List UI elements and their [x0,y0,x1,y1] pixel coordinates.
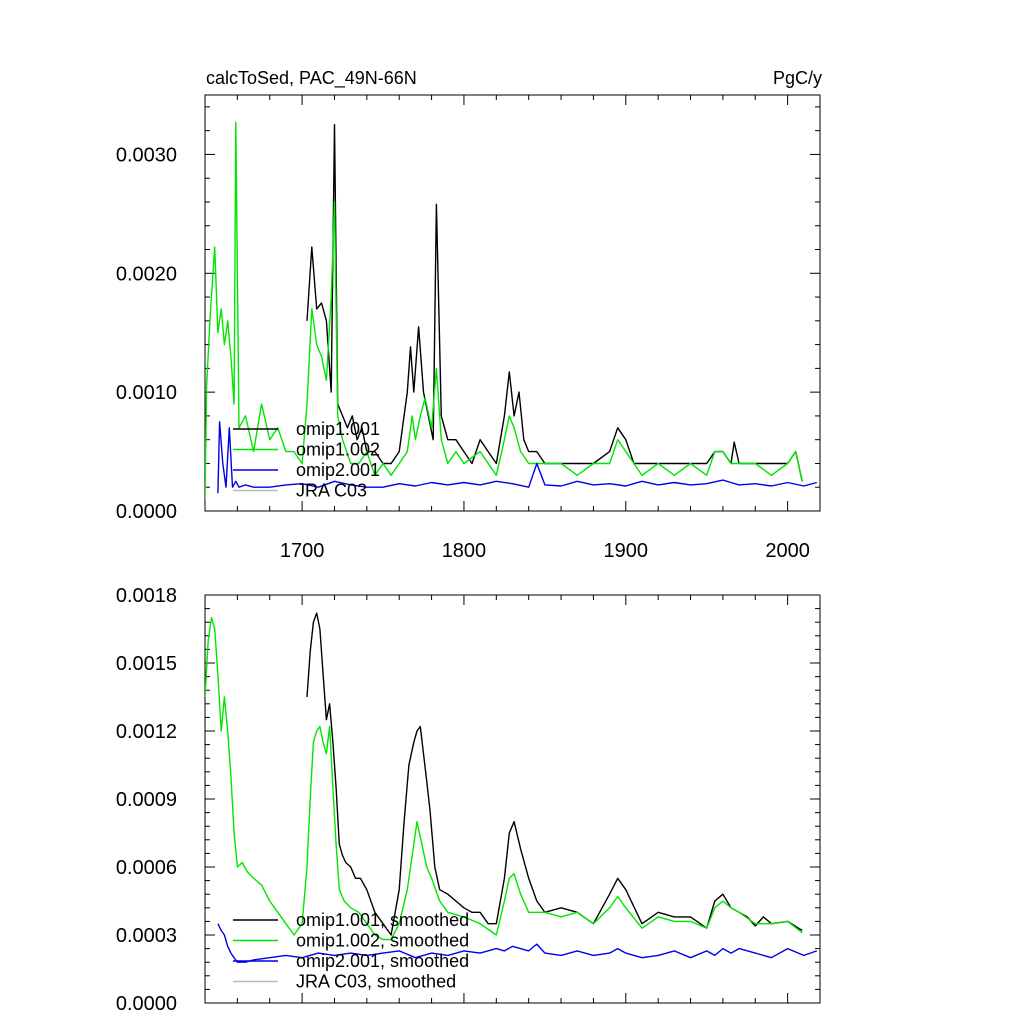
y-tick-label: 0.0000 [116,993,177,1015]
series-line-0 [306,612,803,936]
x-tick-label: 2000 [765,540,810,562]
y-tick-label: 0.0030 [116,144,177,166]
series-line-2 [217,421,817,494]
bottom-panel: 0.0000 0.0003 0.0006 0.0009 0.0012 0.0015 0.00… [116,585,821,1015]
plot-frame [204,94,821,512]
series-line-2 [217,923,818,963]
y-tick-label: 0.0006 [116,857,177,879]
legend-label: JRA C03, smoothed [296,972,456,992]
legend-label: omip2.001 [296,460,380,480]
y-tick-label: 0.0012 [116,721,177,743]
chart-title: calcToSed, PAC_49N-66N [206,68,417,89]
x-tick-label: 1900 [604,540,649,562]
y-tick-label: 0.0018 [116,585,177,607]
y-tick-label: 0.0020 [116,263,177,285]
units-label: PgC/y [773,68,822,88]
legend-label: JRA C03 [296,481,367,501]
x-tick-label: 1700 [280,540,325,562]
series-line-1 [205,617,803,941]
y-tick-label: 0.0003 [116,925,177,947]
series-line-1 [205,121,803,500]
legend-label: omip2.001, smoothed [296,951,469,971]
legend-label: omip1.001, smoothed [296,910,469,930]
series-line-0 [306,123,803,482]
legend-label: omip1.002 [296,440,380,460]
x-tick-label: 1800 [442,540,487,562]
legend-label: omip1.001 [296,419,380,439]
y-tick-label: 0.0000 [116,501,177,523]
y-tick-label: 0.0010 [116,382,177,404]
y-tick-label: 0.0009 [116,789,177,811]
legend-label: omip1.002, smoothed [296,931,469,951]
top-panel: 1700 1800 1900 2000 0.0000 0.0010 0.0020 0.0030… [116,94,821,562]
y-tick-label: 0.0015 [116,653,177,675]
